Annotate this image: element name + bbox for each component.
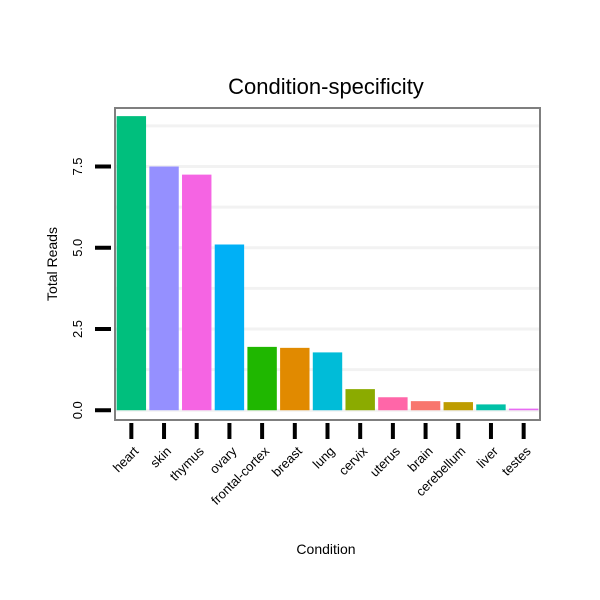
y-tick-label: 7.5	[70, 157, 85, 175]
y-axis: 0.0 2.5 5.0 7.5	[70, 157, 111, 419]
bar-skin	[149, 166, 179, 411]
bar-cervix	[345, 389, 375, 411]
x-axis-label: Condition	[296, 541, 355, 557]
y-tick-label: 0.0	[70, 401, 85, 419]
bar-uterus	[378, 397, 408, 411]
bar-ovary	[214, 244, 245, 411]
bars	[116, 116, 539, 411]
bar-liver	[476, 404, 506, 411]
y-axis-label: Total Reads	[44, 227, 60, 301]
chart-title: Condition-specificity	[228, 74, 424, 99]
bar-cerebellum	[443, 402, 473, 411]
bar-breast	[280, 347, 310, 411]
y-tick-label: 5.0	[70, 239, 85, 257]
bar-testes	[508, 408, 539, 411]
y-tick-label: 2.5	[70, 320, 85, 338]
bar-heart	[116, 116, 147, 411]
plot-panel-border	[114, 107, 541, 421]
bar-brain	[410, 401, 441, 411]
bar-thymus	[182, 174, 212, 411]
bar-lung	[312, 352, 343, 411]
bar-frontal-cortex	[247, 346, 277, 411]
